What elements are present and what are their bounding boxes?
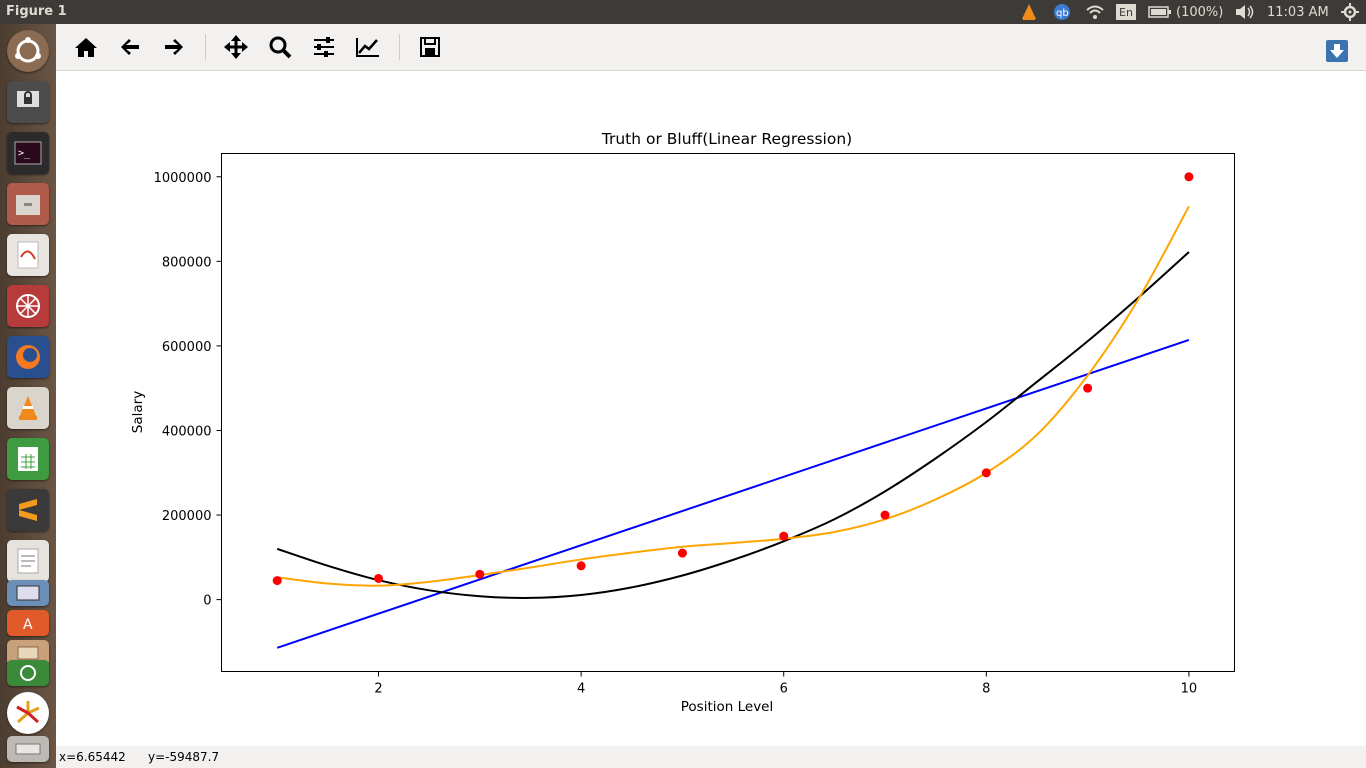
- files-icon[interactable]: [7, 183, 49, 225]
- y-tick-label: 800000: [162, 255, 212, 270]
- data-point: [981, 468, 991, 478]
- battery-percent: (100%): [1176, 4, 1224, 20]
- lock-screen-icon[interactable]: [7, 81, 49, 123]
- forward-icon: [165, 39, 183, 55]
- figure-canvas[interactable]: Truth or Bluff(Linear Regression) 2 4 6 8 10…: [56, 71, 1366, 746]
- toolbar-separator: [205, 34, 206, 60]
- terminal-icon[interactable]: >_: [7, 132, 49, 174]
- launcher: >_ A: [0, 24, 56, 768]
- y-tick-label: 400000: [162, 424, 212, 439]
- spreadsheet-icon[interactable]: [7, 438, 49, 480]
- document-viewer-icon[interactable]: [7, 234, 49, 276]
- forward-button[interactable]: [159, 32, 189, 62]
- back-icon: [121, 39, 139, 55]
- chart[interactable]: Truth or Bluff(Linear Regression) 2 4 6 8 10…: [56, 71, 1366, 746]
- data-point: [1184, 172, 1194, 182]
- data-point: [779, 531, 789, 541]
- data-point: [272, 576, 282, 586]
- web-icon[interactable]: [7, 285, 49, 327]
- sublime-text-icon[interactable]: [7, 489, 49, 531]
- cursor-x-readout: x=6.65442: [59, 750, 126, 764]
- x-tick-label: 4: [577, 682, 585, 697]
- data-point: [1083, 383, 1093, 393]
- battery-icon[interactable]: [1148, 3, 1172, 21]
- status-bar: x=6.65442 y=-59487.7: [56, 746, 1366, 768]
- svg-text:>_: >_: [18, 148, 31, 159]
- settings-gear-icon[interactable]: [1341, 3, 1359, 21]
- save-icon: [420, 37, 440, 57]
- update-icon[interactable]: [7, 660, 49, 686]
- edit-axis-button[interactable]: [353, 32, 383, 62]
- clock[interactable]: 11:03 AM: [1267, 4, 1329, 20]
- y-tick-label: 600000: [162, 340, 212, 355]
- data-point: [880, 510, 890, 520]
- configure-subplots-icon: [314, 37, 334, 57]
- edit-axis-icon: [356, 38, 379, 57]
- scroll-down-button[interactable]: [1326, 40, 1348, 62]
- vlc-icon[interactable]: [7, 387, 49, 429]
- data-point: [475, 569, 485, 579]
- system-monitor-icon[interactable]: [7, 692, 49, 734]
- keyboard-layout[interactable]: En: [1116, 4, 1136, 20]
- arrow-down-icon: [1330, 44, 1344, 58]
- top-panel: Figure 1 qb En (100%) 11:03 AM: [0, 0, 1366, 24]
- chart-title: Truth or Bluff(Linear Regression): [601, 130, 852, 148]
- screenshot-icon[interactable]: [7, 580, 49, 606]
- data-point: [576, 561, 586, 571]
- back-button[interactable]: [115, 32, 145, 62]
- y-axis-label: Salary: [130, 391, 146, 433]
- cursor-y-readout: y=-59487.7: [148, 750, 220, 764]
- vlc-indicator-icon[interactable]: [1020, 3, 1038, 21]
- pan-button[interactable]: [221, 32, 251, 62]
- configure-subplots-button[interactable]: [309, 32, 339, 62]
- y-tick-label: 200000: [162, 509, 212, 524]
- window-title: Figure 1: [6, 4, 67, 19]
- wifi-icon[interactable]: [1085, 3, 1105, 21]
- series-line-poly2: [276, 251, 1190, 599]
- y-axis: 0 200000 400000 600000 800000 1000000: [154, 171, 222, 609]
- y-tick-label: 0: [203, 594, 211, 609]
- home-button[interactable]: [71, 32, 101, 62]
- pan-icon: [224, 35, 248, 59]
- drive-icon[interactable]: [7, 736, 49, 762]
- x-tick-label: 6: [780, 682, 788, 697]
- x-axis: 2 4 6 8 10: [374, 671, 1198, 697]
- volume-icon[interactable]: [1234, 3, 1256, 21]
- x-tick-label: 2: [374, 682, 382, 697]
- figure-toolbar: [56, 24, 1366, 71]
- software-center-icon[interactable]: A: [7, 610, 49, 636]
- toolbar-separator: [399, 34, 400, 60]
- axes-frame: [221, 153, 1235, 672]
- zoom-button[interactable]: [265, 32, 295, 62]
- plot-area: [272, 172, 1194, 649]
- data-point: [677, 548, 687, 558]
- qbittorrent-indicator-icon[interactable]: qb: [1052, 3, 1072, 21]
- ubuntu-dash-icon[interactable]: [7, 30, 49, 72]
- y-tick-label: 1000000: [154, 171, 212, 186]
- x-tick-label: 8: [982, 682, 990, 697]
- svg-text:qb: qb: [1056, 8, 1069, 19]
- svg-text:A: A: [23, 617, 33, 633]
- firefox-icon[interactable]: [7, 336, 49, 378]
- data-point: [374, 573, 384, 583]
- series-line-poly4: [277, 205, 1190, 587]
- home-icon: [75, 38, 97, 57]
- zoom-icon: [269, 36, 292, 59]
- x-axis-label: Position Level: [681, 699, 774, 715]
- x-tick-label: 10: [1181, 682, 1198, 697]
- series-line-linear: [276, 339, 1190, 649]
- save-button[interactable]: [415, 32, 445, 62]
- text-editor-icon[interactable]: [7, 540, 49, 582]
